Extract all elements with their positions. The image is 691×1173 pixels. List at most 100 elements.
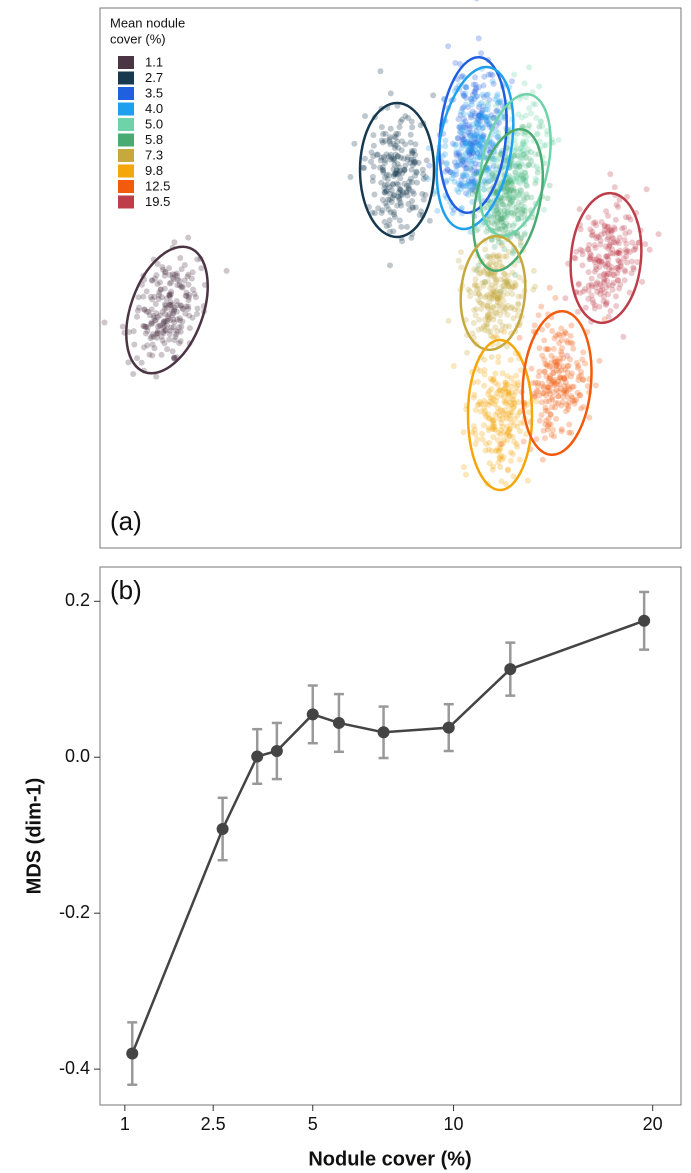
cloud-point — [173, 298, 180, 305]
cloud-point — [496, 295, 503, 302]
cloud-point — [532, 283, 539, 290]
cloud-point — [472, 290, 479, 297]
panel-label: (b) — [110, 575, 142, 605]
cloud-point — [483, 324, 490, 331]
cloud-point — [497, 290, 504, 297]
cloud-point — [498, 216, 505, 223]
cloud-point — [478, 109, 485, 116]
cloud-point — [451, 159, 458, 166]
cloud-point — [569, 383, 576, 390]
cloud-point — [385, 153, 392, 160]
cloud-point — [386, 184, 393, 191]
cloud-point — [553, 415, 560, 422]
cloud-point — [498, 239, 505, 246]
cloud-point — [542, 346, 549, 353]
cloud-point — [185, 271, 192, 278]
cloud-point — [548, 431, 555, 438]
cloud-point — [189, 269, 196, 276]
cloud-point — [498, 441, 505, 448]
cloud-point — [368, 158, 375, 165]
cloud-point — [408, 234, 415, 241]
cloud-point — [379, 139, 386, 146]
cloud-point — [486, 439, 493, 446]
cloud-point — [171, 239, 178, 246]
cloud-point — [492, 379, 499, 386]
cloud-point — [521, 197, 528, 204]
cloud-point — [381, 218, 388, 225]
cloud-point — [462, 118, 469, 125]
cloud-point — [542, 407, 549, 414]
cloud-point — [449, 170, 456, 177]
cloud-point — [186, 325, 193, 332]
cloud-point — [608, 264, 615, 271]
cloud-point — [493, 218, 500, 225]
cloud-point — [514, 412, 521, 419]
cloud-point — [562, 295, 569, 302]
cloud-point — [534, 169, 541, 176]
cloud-point — [403, 182, 410, 189]
cloud-point — [173, 270, 180, 277]
cloud-point — [475, 146, 482, 153]
cloud-point — [477, 130, 484, 137]
cloud-point — [477, 408, 484, 415]
cloud-point — [544, 383, 551, 390]
cloud-point — [574, 389, 581, 396]
cloud-point — [531, 393, 538, 400]
cloud-point — [535, 379, 542, 386]
cloud-point — [496, 415, 503, 422]
cloud-point — [407, 131, 414, 138]
cloud-point — [479, 181, 486, 188]
cloud-point — [467, 293, 474, 300]
cloud-point — [478, 122, 485, 129]
cloud-point — [457, 249, 464, 256]
cloud-point — [534, 130, 541, 137]
cloud-point — [464, 148, 471, 155]
cloud-point — [370, 163, 377, 170]
cloud-point — [460, 136, 467, 143]
cloud-point — [402, 113, 409, 120]
cloud-point — [509, 409, 516, 416]
cloud-point — [474, 170, 481, 177]
cloud-point — [574, 308, 581, 315]
cloud-point — [479, 136, 486, 143]
cloud-point — [486, 388, 493, 395]
cloud-point — [511, 147, 518, 154]
cloud-point — [484, 320, 491, 327]
cloud-point — [579, 356, 586, 363]
cloud-point — [550, 378, 557, 385]
cloud-point — [399, 191, 406, 198]
cloud-point — [494, 91, 501, 98]
cloud-point — [547, 421, 554, 428]
cloud-point — [484, 303, 491, 310]
cloud-point — [475, 117, 482, 124]
cloud-point — [517, 186, 524, 193]
cloud-point — [550, 369, 557, 376]
cloud-point — [177, 328, 184, 335]
cloud-point — [166, 292, 173, 299]
cloud-point — [541, 368, 548, 375]
cloud-point — [492, 294, 499, 301]
cloud-point — [592, 284, 599, 291]
cloud-point — [585, 282, 592, 289]
cloud-point — [523, 149, 530, 156]
cloud-point — [485, 427, 492, 434]
cloud-point — [380, 153, 387, 160]
cloud-point — [185, 281, 192, 288]
cloud-point — [154, 330, 161, 337]
cloud-point — [497, 387, 504, 394]
cloud-point — [499, 415, 506, 422]
cloud-point — [422, 191, 429, 198]
cloud-point — [595, 257, 602, 264]
cloud-point — [509, 160, 516, 167]
cloud-point — [160, 320, 167, 327]
cloud-point — [473, 149, 480, 156]
cloud-point — [478, 135, 485, 142]
cloud-point — [401, 180, 408, 187]
cloud-point — [550, 370, 557, 377]
cloud-point — [390, 181, 397, 188]
cloud-point — [147, 293, 154, 300]
cloud-point — [623, 253, 630, 260]
cloud-point — [386, 228, 393, 235]
cloud-point — [549, 394, 556, 401]
cloud-point — [505, 390, 512, 397]
